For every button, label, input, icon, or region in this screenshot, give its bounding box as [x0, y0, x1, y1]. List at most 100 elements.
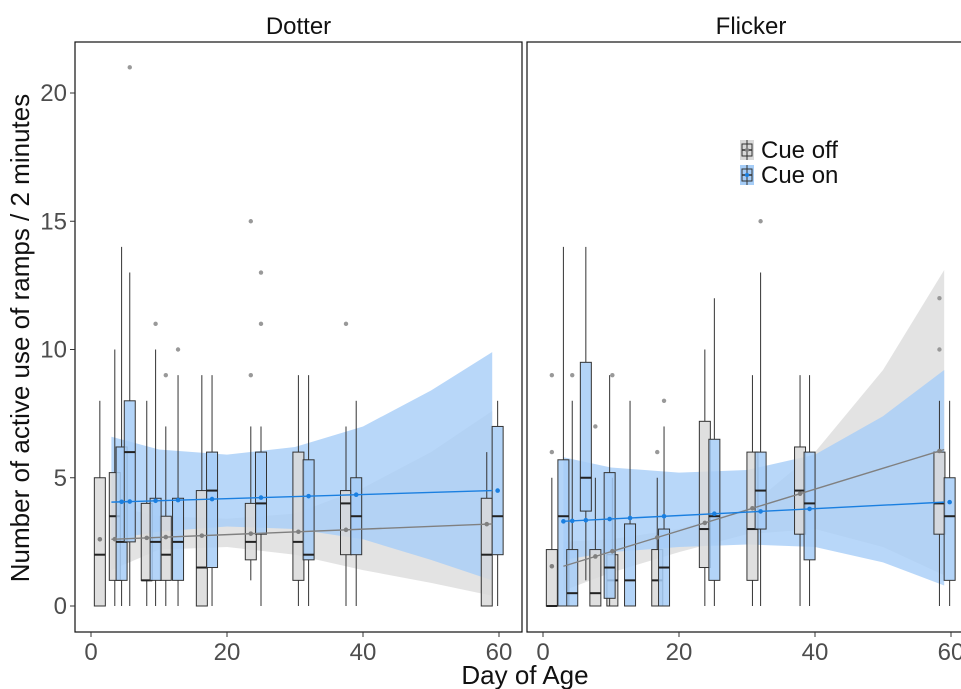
trend-point-cue-on: [209, 496, 215, 502]
box-cue-on-7: [754, 219, 767, 606]
x-axis-title: Day of Age: [461, 660, 588, 689]
x-tick-label: 60: [486, 639, 513, 666]
box-body: [624, 523, 637, 607]
trend-point-cue-off: [199, 533, 205, 538]
box-cue-on-5: [658, 398, 671, 607]
outlier-point: [655, 449, 660, 455]
trend-point-cue-on: [758, 509, 763, 514]
box-body: [933, 451, 946, 535]
outlier-point: [661, 398, 667, 403]
box-cue-off-7: [340, 321, 352, 606]
trend-point-cue-off: [296, 529, 301, 535]
x-tick-label: 0: [536, 639, 549, 666]
outlier-point: [258, 270, 264, 275]
box-body: [566, 549, 579, 607]
trend-point-cue-off: [610, 548, 615, 554]
y-tick-label: 15: [40, 208, 67, 235]
legend-key-dot: [745, 173, 749, 177]
outlier-point: [570, 372, 575, 378]
box-cue-on-2: [579, 246, 592, 581]
trend-point-cue-on: [153, 498, 158, 504]
box-body: [603, 472, 616, 599]
outlier-point: [248, 372, 253, 378]
trend-point-cue-off: [549, 563, 555, 569]
box-cue-on-7: [350, 400, 363, 606]
trend-point-cue-off: [97, 537, 103, 542]
box-body: [123, 400, 136, 543]
trend-line-cue-on: [563, 501, 945, 523]
panel-border: [74, 41, 523, 633]
x-tick-label: 20: [214, 639, 241, 666]
box-cue-on-1: [566, 372, 579, 607]
box-body: [302, 459, 315, 561]
y-axis-title: Number of active use of ramps / 2 minute…: [5, 94, 35, 582]
trend-point-cue-off: [750, 506, 755, 511]
trend-point-cue-on: [175, 497, 181, 503]
box-cue-on-8: [491, 400, 504, 606]
box-body: [255, 451, 267, 535]
trend-point-cue-on: [661, 513, 667, 519]
legend-label: Cue on: [761, 162, 838, 189]
trend-point-cue-on: [712, 511, 717, 517]
box-cue-off-6: [292, 375, 305, 606]
outlier-point: [343, 321, 349, 327]
trend-point-cue-on: [306, 493, 311, 499]
box-body: [340, 490, 352, 556]
panel-title: Dotter: [266, 13, 331, 40]
box-body: [292, 451, 305, 581]
box-cue-off-0: [93, 400, 106, 607]
outlier-point: [153, 321, 158, 327]
box-cue-off-1: [589, 424, 602, 607]
trend-point-cue-off: [163, 534, 169, 540]
outlier-point: [248, 219, 253, 224]
outlier-point: [127, 65, 132, 70]
plot-area: [545, 219, 956, 607]
trend-point-cue-on: [119, 499, 124, 505]
outlier-point: [163, 372, 168, 378]
box-body: [545, 549, 558, 607]
trend-point-cue-on: [258, 495, 264, 500]
box-body: [159, 515, 172, 581]
box-cue-on-4: [206, 375, 219, 606]
x-tick-label: 40: [802, 639, 829, 666]
x-tick-label: 0: [84, 639, 97, 666]
box-cue-on-1: [123, 65, 136, 606]
outlier-point: [549, 372, 555, 378]
trend-point-cue-on: [561, 519, 566, 524]
box-body: [803, 451, 816, 561]
y-tick-label: 10: [40, 337, 67, 364]
trend-point-cue-on: [947, 499, 952, 505]
x-tick-label: 60: [938, 639, 961, 666]
panel-title: Flicker: [716, 13, 787, 40]
trend-point-cue-off: [112, 536, 118, 542]
outlier-point: [593, 424, 598, 429]
box-cue-off-0: [545, 372, 558, 607]
box-cue-on-4: [624, 400, 637, 607]
outlier-point: [937, 347, 942, 352]
trend-point-cue-off: [937, 448, 942, 454]
trend-point-cue-on: [607, 516, 612, 522]
legend-label: Cue off: [761, 137, 838, 164]
trend-line-cue-off: [111, 523, 493, 541]
plot-area: [93, 65, 504, 607]
box-cue-on-3: [603, 375, 616, 606]
trend-point-cue-on: [569, 518, 575, 524]
trend-point-cue-off: [248, 531, 254, 536]
trend-point-cue-on: [583, 517, 589, 523]
legend-key-cue-on: [740, 165, 754, 185]
box-cue-on-5: [255, 270, 267, 606]
box-body: [708, 438, 721, 581]
trend-line-cue-on: [111, 489, 493, 503]
box-body: [589, 549, 602, 607]
box-cue-off-5: [244, 219, 257, 581]
box-body: [172, 497, 185, 581]
box-cue-on-6: [302, 375, 315, 606]
legend-key-dot: [745, 148, 749, 152]
box-body: [206, 451, 219, 569]
panel-dotter: Dotter 0 20 40 60 0 5 10 15 20: [40, 13, 523, 666]
box-cue-on-0: [557, 246, 570, 607]
trend-point-cue-off: [343, 527, 349, 533]
outlier-point: [258, 321, 264, 327]
box-body: [557, 459, 570, 607]
